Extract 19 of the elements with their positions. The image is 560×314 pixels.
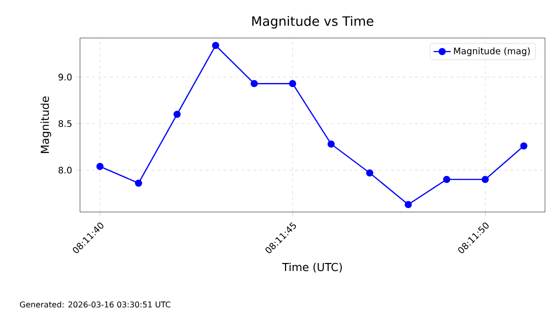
y-tick-label: 9.0 bbox=[58, 74, 72, 80]
point bbox=[328, 140, 335, 148]
x-axis-title: Time (UTC) bbox=[282, 262, 342, 272]
point bbox=[404, 200, 412, 208]
point bbox=[520, 142, 528, 150]
point bbox=[173, 110, 181, 118]
y-tick-label: 8.5 bbox=[58, 120, 72, 127]
y-axis-title: Magnitude bbox=[40, 96, 52, 153]
point bbox=[134, 180, 142, 187]
legend-label: Magnitude (mag) bbox=[454, 47, 530, 56]
point bbox=[482, 176, 489, 184]
chart-title: Magnitude vs Time bbox=[252, 16, 374, 28]
point bbox=[443, 176, 450, 184]
point bbox=[212, 42, 220, 50]
point bbox=[289, 80, 296, 88]
point bbox=[96, 162, 104, 170]
point bbox=[366, 169, 374, 177]
point bbox=[250, 80, 258, 88]
y-tick-label: 8.0 bbox=[58, 166, 72, 174]
